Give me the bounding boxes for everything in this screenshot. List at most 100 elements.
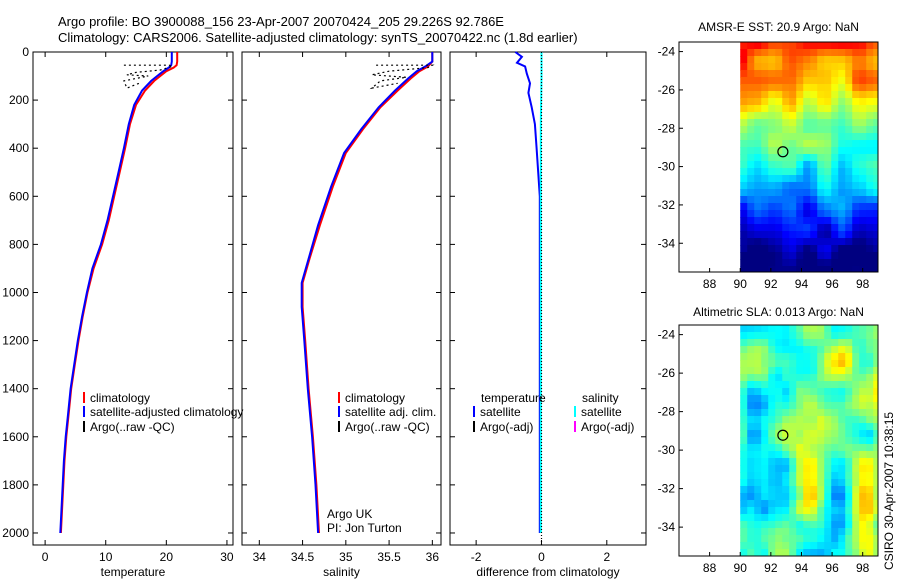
sla-map-cell	[852, 346, 860, 354]
sst-map-cell	[817, 119, 825, 127]
sla-map-cell	[845, 542, 853, 550]
sst-map-cell	[803, 84, 811, 92]
sla-map-cell	[845, 451, 853, 459]
sst-map-cell	[831, 56, 839, 64]
sst-map-cell	[754, 126, 762, 134]
sla-map-cell	[782, 500, 790, 508]
sst-map-cell	[810, 175, 818, 183]
sla-map-ytick-label: -26	[658, 366, 676, 380]
sst-map-cell	[838, 140, 846, 148]
sst-map-cell	[838, 224, 846, 232]
sst-map-cell	[838, 182, 846, 190]
sla-map-cell	[824, 500, 832, 508]
sst-map-cell	[810, 238, 818, 246]
sst-map-cell	[740, 98, 748, 106]
sst-map-cell	[852, 217, 860, 225]
sst-map-cell	[838, 196, 846, 204]
sla-map-cell	[740, 549, 748, 557]
sla-map-cell	[866, 486, 874, 494]
sla-map-cell	[768, 458, 776, 466]
sst-map-cell	[838, 238, 846, 246]
sst-map-cell	[824, 70, 832, 78]
sla-map-cell	[796, 332, 804, 340]
sst-map-cell	[789, 140, 797, 148]
sla-map-cell	[845, 430, 853, 438]
sst-map-cell	[768, 84, 776, 92]
sst-map-cell	[859, 196, 867, 204]
sla-map-cell	[789, 360, 797, 368]
sla-map-cell	[852, 367, 860, 375]
sst-map-cell	[817, 161, 825, 169]
sst-map-cell	[817, 259, 825, 267]
sst-map-cell	[817, 84, 825, 92]
sst-map-cell	[859, 105, 867, 113]
sst-map-cell	[754, 238, 762, 246]
sst-map-ytick-label: -30	[658, 160, 676, 174]
sst-map-cell	[796, 238, 804, 246]
sla-map-cell	[768, 521, 776, 529]
sla-map-cell	[838, 395, 846, 403]
temperature-profile-ytick-label: 1200	[2, 334, 29, 348]
sla-map-cell	[838, 367, 846, 375]
sla-map-cell	[859, 514, 867, 522]
sla-map-cell	[768, 423, 776, 431]
sla-map-cell	[810, 374, 818, 382]
sst-map-cell	[803, 42, 811, 50]
sla-map-cell	[866, 507, 874, 515]
sst-map-cell	[810, 91, 818, 99]
sla-map-cell	[838, 332, 846, 340]
sla-map-xtick-label: 94	[795, 561, 809, 575]
sst-map-cell	[817, 175, 825, 183]
sla-map-cell	[803, 332, 811, 340]
sst-map-cell	[838, 112, 846, 120]
sla-map-cell	[775, 416, 783, 424]
sst-map-cell	[796, 245, 804, 253]
sst-map-cell	[796, 224, 804, 232]
sst-map-cell	[747, 126, 755, 134]
sla-map-cell	[817, 458, 825, 466]
sla-map-cell	[761, 444, 769, 452]
sla-map-cell	[838, 423, 846, 431]
sst-map-cell	[810, 161, 818, 169]
sst-map-cell	[866, 147, 874, 155]
sla-map-cell	[845, 353, 853, 361]
sla-map-cell	[782, 332, 790, 340]
sst-map-cell	[810, 56, 818, 64]
sst-map-cell	[761, 119, 769, 127]
salinity-profile-xlabel: salinity	[323, 565, 360, 579]
sla-map-cell	[859, 500, 867, 508]
sst-map-cell	[810, 70, 818, 78]
sla-map-cell	[782, 416, 790, 424]
sla-map-cell	[789, 430, 797, 438]
sst-map-cell	[838, 154, 846, 162]
sla-map-cell	[845, 360, 853, 368]
sst-map-cell	[761, 231, 769, 239]
sla-map-cell	[803, 395, 811, 403]
sla-map-cell	[831, 388, 839, 396]
sla-map-cell	[796, 465, 804, 473]
sla-map-cell	[810, 528, 818, 536]
sla-map-cell	[831, 542, 839, 550]
sla-map-cell	[824, 353, 832, 361]
sla-map-cell	[852, 542, 860, 550]
sst-map-cell	[852, 203, 860, 211]
sst-map-cell	[838, 168, 846, 176]
salinity-profile-frame	[241, 51, 442, 546]
sla-map-cell	[824, 395, 832, 403]
sla-map-cell	[796, 423, 804, 431]
sst-map-frame	[678, 41, 879, 273]
sla-map-cell	[873, 549, 879, 557]
sla-map-cell	[747, 430, 755, 438]
sla-map-cell	[866, 325, 874, 333]
sla-map-cell	[831, 395, 839, 403]
sst-map-cell	[789, 259, 797, 267]
sla-map-cell	[859, 430, 867, 438]
sla-map-cell	[859, 479, 867, 487]
sla-map-cell	[866, 493, 874, 501]
sla-map-cell	[803, 381, 811, 389]
sst-map-cell	[775, 238, 783, 246]
sla-map-cell	[852, 437, 860, 445]
sst-map-cell	[824, 63, 832, 71]
sla-map-cell	[789, 395, 797, 403]
sst-map-cell	[789, 238, 797, 246]
